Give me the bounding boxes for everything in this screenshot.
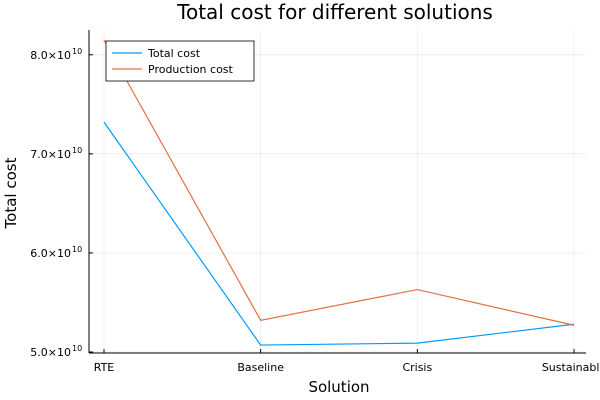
- y-tick-label: 7.0×10: [30, 148, 71, 161]
- x-tick-label: Baseline: [237, 361, 284, 374]
- chart-title: Total cost for different solutions: [176, 0, 493, 24]
- y-axis-label: Total cost: [2, 157, 20, 229]
- x-tick-label: Crisis: [402, 361, 432, 374]
- legend-box: [105, 40, 255, 82]
- y-tick-exponent: 10: [72, 245, 82, 254]
- y-tick-label: 8.0×10: [30, 49, 71, 62]
- x-axis-label: Solution: [308, 378, 369, 396]
- legend: Total cost Production cost: [105, 40, 255, 82]
- grid-lines: [89, 30, 586, 353]
- y-tick-exponent: 10: [72, 146, 82, 155]
- y-tick-label: 6.0×10: [30, 247, 71, 260]
- series-line-production-cost: [103, 39, 575, 326]
- series-lines: [103, 39, 575, 346]
- y-tick-exponent: 10: [72, 47, 82, 56]
- x-tick-label: RTE: [94, 361, 115, 374]
- y-tick-label: 5.0×10: [30, 346, 71, 359]
- series-line-total-cost: [103, 121, 575, 346]
- x-tick-label: Sustainable: [542, 361, 600, 374]
- legend-label-total-cost: Total cost: [147, 47, 201, 60]
- y-tick-exponent: 10: [72, 344, 82, 353]
- legend-label-production-cost: Production cost: [148, 63, 234, 76]
